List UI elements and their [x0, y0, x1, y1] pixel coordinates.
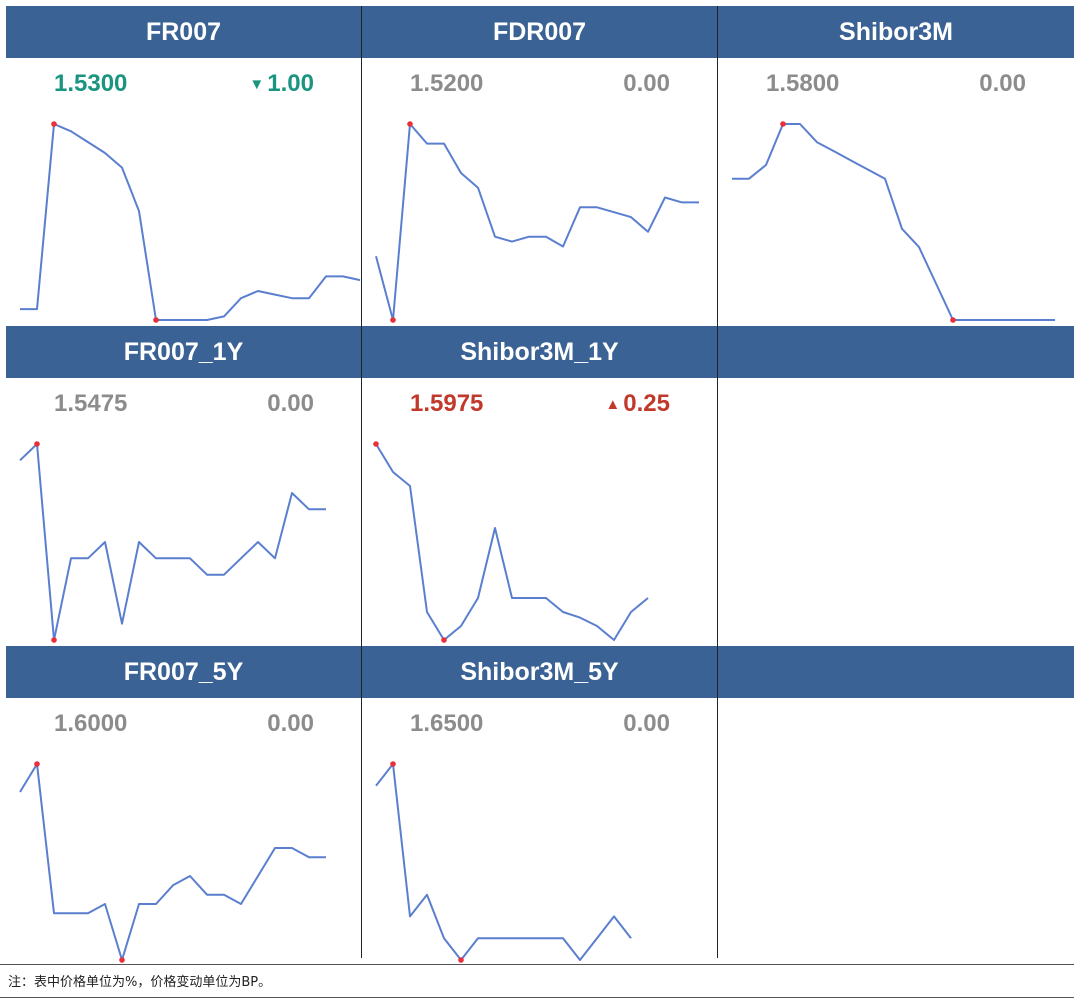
indicator-panel: Shibor3M_1Y 1.5975 ▲ 0.25 [362, 326, 717, 646]
max-marker [34, 761, 40, 767]
panel-title: Shibor3M [718, 6, 1074, 58]
empty-header [718, 646, 1074, 698]
max-marker [390, 761, 396, 767]
change-label: 0.25 [623, 390, 670, 417]
series-line [732, 123, 1055, 321]
current-value: 1.5800 [766, 70, 840, 97]
max-marker [373, 441, 379, 447]
series-line [19, 763, 326, 961]
sparkline-chart [732, 121, 1055, 323]
change-value: 0.00 [267, 390, 314, 418]
sparkline-chart [19, 761, 326, 963]
panel-title: FR007 [6, 6, 361, 58]
change-label: 1.00 [267, 70, 314, 97]
change-value: 0.00 [267, 710, 314, 738]
min-marker [51, 637, 57, 643]
indicator-panel: Shibor3M_5Y 1.6500 0.00 [362, 646, 717, 966]
series-line [19, 443, 326, 641]
panel-title: FR007_5Y [6, 646, 361, 698]
panel-title: Shibor3M_5Y [362, 646, 717, 698]
max-marker [51, 121, 57, 127]
change-label: 0.00 [267, 390, 314, 417]
change-value: ▼ 1.00 [249, 70, 314, 98]
change-label: 0.00 [267, 710, 314, 737]
panel-title: FR007_1Y [6, 326, 361, 378]
change-value: 0.00 [623, 710, 670, 738]
current-value: 1.6000 [54, 710, 128, 737]
indicator-panel: FR007_1Y 1.5475 0.00 [6, 326, 361, 646]
indicator-panel: FDR007 1.5200 0.00 [362, 6, 717, 326]
sparkline-chart [19, 441, 326, 643]
min-marker [950, 317, 956, 323]
panel-title: Shibor3M_1Y [362, 326, 717, 378]
indicator-panel: FR007 1.5300 ▼ 1.00 [6, 6, 361, 326]
current-value: 1.6500 [410, 710, 484, 737]
column-divider [361, 6, 362, 958]
current-value: 1.5300 [54, 70, 128, 97]
sparkline-chart [375, 761, 632, 963]
empty-header [718, 326, 1074, 378]
series-line [375, 763, 632, 961]
sparkline-chart [373, 441, 649, 643]
max-marker [34, 441, 40, 447]
series-line [375, 443, 649, 641]
footer-rule [0, 964, 1074, 965]
max-marker [407, 121, 413, 127]
footnote: 注：表中价格单位为%，价格变动单位为BP。 [8, 975, 272, 990]
min-marker [390, 317, 396, 323]
change-value: 0.00 [623, 70, 670, 98]
sparkline-chart [20, 121, 361, 323]
min-marker [153, 317, 159, 323]
series-line [20, 123, 361, 321]
change-label: 0.00 [623, 710, 670, 737]
sparkline-chart [375, 121, 699, 323]
change-label: 0.00 [623, 70, 670, 97]
current-value: 1.5475 [54, 390, 128, 417]
footer-rule [0, 997, 1074, 998]
arrow-up-icon: ▲ [605, 395, 621, 413]
max-marker [780, 121, 786, 127]
series-line [375, 123, 699, 321]
change-value: 0.00 [979, 70, 1026, 98]
current-value: 1.5200 [410, 70, 484, 97]
current-value: 1.5975 [410, 390, 484, 417]
min-marker [458, 957, 464, 963]
arrow-down-icon: ▼ [249, 75, 265, 93]
panel-title: FDR007 [362, 6, 717, 58]
indicator-panel: Shibor3M 1.5800 0.00 [718, 6, 1074, 326]
min-marker [119, 957, 125, 963]
min-marker [441, 637, 447, 643]
change-value: ▲ 0.25 [605, 390, 670, 418]
change-label: 0.00 [979, 70, 1026, 97]
indicator-panel: FR007_5Y 1.6000 0.00 [6, 646, 361, 966]
column-divider [717, 6, 718, 958]
